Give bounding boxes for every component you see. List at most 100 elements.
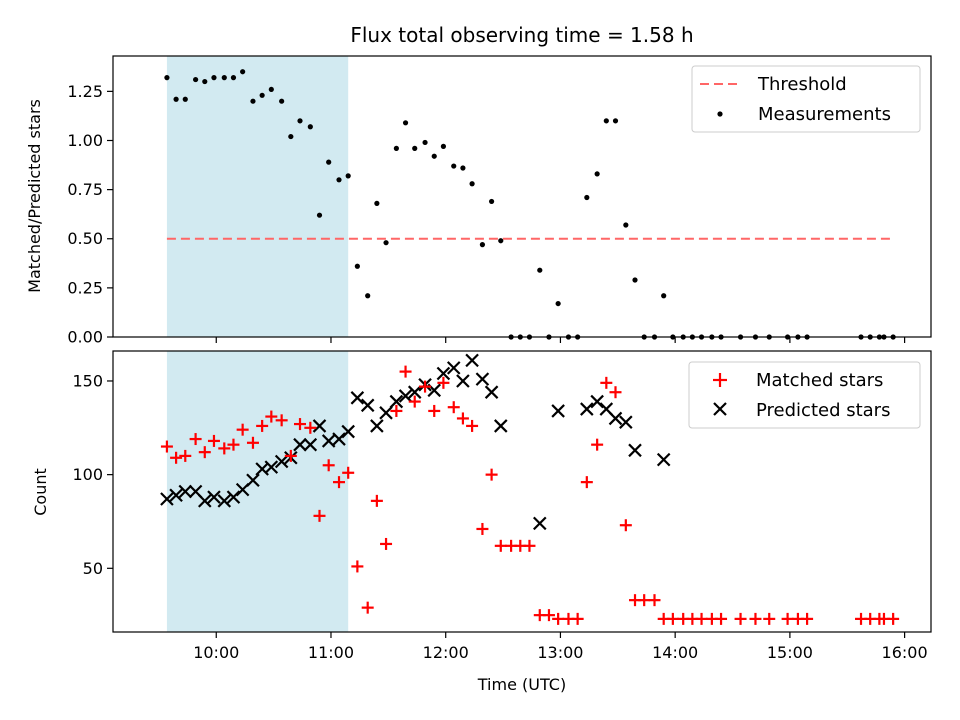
measurement-point: [584, 194, 590, 201]
top-ytick-label: 1.00: [67, 131, 103, 150]
matched-stars-point: [523, 539, 536, 552]
measurement-point: [365, 293, 371, 299]
top-ytick-label: 0.25: [67, 278, 103, 297]
predicted-stars-point: [398, 389, 413, 403]
matched-stars-point: [207, 434, 220, 447]
bottom-legend: Matched stars Predicted stars: [688, 361, 921, 429]
matched-stars-point: [419, 380, 432, 393]
matched-stars-point: [552, 612, 565, 625]
top-axis-ticks: 0.00 0.25 0.50 0.75 1.00 1.25: [67, 82, 906, 347]
matched-stars-point: [734, 612, 747, 625]
measurement-point: [537, 267, 543, 273]
measurement-point: [202, 78, 208, 85]
matched-stars-point: [485, 468, 498, 481]
bottom-xtick-label: 16:00: [882, 643, 928, 662]
matched-stars-point: [609, 386, 622, 399]
legend-measurements-swatch: [717, 111, 723, 117]
measurement-point: [326, 159, 332, 165]
matched-stars-points: [160, 365, 900, 625]
predicted-stars-point: [484, 385, 499, 399]
matched-stars-point: [370, 494, 383, 507]
measurement-point: [288, 133, 294, 140]
matched-stars-point: [351, 560, 364, 573]
matched-stars-point: [189, 433, 202, 446]
matched-stars-point: [666, 612, 679, 625]
bottom-xtick-label: 12:00: [423, 643, 469, 662]
matched-stars-point: [580, 476, 593, 489]
top-ytick-label: 0.75: [67, 180, 103, 199]
bottom-y-axis-label: Count: [31, 468, 50, 516]
measurement-point: [268, 86, 274, 93]
measurement-point: [259, 92, 265, 98]
measurement-point: [279, 98, 285, 104]
predicted-stars-point: [312, 419, 327, 433]
legend-matched-label: Matched stars: [756, 370, 883, 391]
legend-predicted-swatch: [713, 402, 727, 416]
measurement-point: [374, 200, 380, 206]
matched-stars-point: [160, 440, 173, 453]
matched-stars-point: [476, 522, 489, 535]
top-ytick-label: 0.50: [67, 229, 103, 248]
top-legend: Threshold Measurements: [691, 65, 921, 133]
predicted-stars-point: [246, 473, 260, 488]
predicted-stars-point: [656, 452, 671, 467]
predicted-stars-point: [456, 374, 470, 388]
measurement-point: [431, 153, 437, 159]
measurement-point: [469, 181, 475, 187]
matched-stars-point: [333, 476, 346, 489]
x-axis-label: Time (UTC): [477, 675, 566, 694]
matched-stars-point: [447, 401, 460, 414]
measurement-point: [182, 96, 188, 102]
matched-stars-point: [390, 404, 403, 417]
matched-stars-point: [294, 418, 307, 431]
matched-stars-point: [322, 459, 335, 472]
bottom-xtick-label: 13:00: [537, 643, 583, 662]
predicted-stars-point: [608, 411, 623, 426]
matched-stars-point: [437, 376, 450, 389]
bottom-panel: 50 100 150 10:00 11:00 12:00 13:00 14:00 15:00 16…: [31, 350, 932, 694]
predicted-stars-point: [619, 415, 633, 429]
matched-stars-point: [801, 612, 814, 625]
predicted-stars-point: [274, 454, 289, 469]
predicted-stars-point: [360, 398, 375, 413]
top-ytick-label: 0.00: [67, 328, 103, 347]
measurement-point: [383, 240, 389, 246]
predicted-stars-point: [178, 484, 193, 499]
measurement-point: [451, 163, 457, 169]
bottom-legend-box: [688, 361, 921, 429]
measurement-point: [422, 139, 428, 146]
measurement-point: [460, 165, 466, 171]
bottom-ytick-label: 100: [72, 465, 103, 484]
matched-stars-point: [494, 539, 507, 552]
matched-stars-point: [466, 419, 479, 432]
measurement-point: [193, 76, 199, 83]
measurement-point: [354, 263, 360, 269]
top-legend-box: [691, 65, 921, 133]
measurement-point: [603, 118, 609, 124]
measurement-point: [393, 145, 399, 151]
top-ytick-label: 1.25: [67, 82, 103, 101]
predicted-stars-point: [321, 434, 336, 448]
bottom-ytick-label: 50: [83, 559, 103, 578]
predicted-stars-point: [332, 432, 346, 446]
measurement-point: [661, 293, 667, 299]
legend-measurements-label: Measurements: [758, 104, 891, 125]
matched-stars-point: [638, 594, 651, 607]
measurement-point: [402, 120, 409, 126]
measurement-point: [479, 242, 486, 248]
predicted-stars-point: [389, 394, 404, 409]
predicted-stars-point: [370, 419, 384, 433]
matched-stars-point: [456, 412, 469, 425]
predicted-stars-point: [293, 437, 307, 452]
predicted-stars-point: [207, 490, 221, 504]
predicted-stars-point: [551, 404, 565, 418]
bottom-axis-ticks: 50 100 150 10:00 11:00 12:00 13:00 14:00 15:00 16…: [72, 371, 927, 662]
predicted-stars-points: [160, 353, 671, 531]
top-axes-frame: [112, 55, 932, 338]
predicted-stars-point: [465, 353, 479, 368]
top-panel: 0.00 0.25 0.50 0.75 1.00 1.25 Matched/Predict…: [25, 55, 932, 347]
predicted-stars-point: [590, 394, 604, 409]
matched-stars-point: [619, 519, 632, 532]
bottom-xtick-label: 10:00: [193, 643, 239, 662]
